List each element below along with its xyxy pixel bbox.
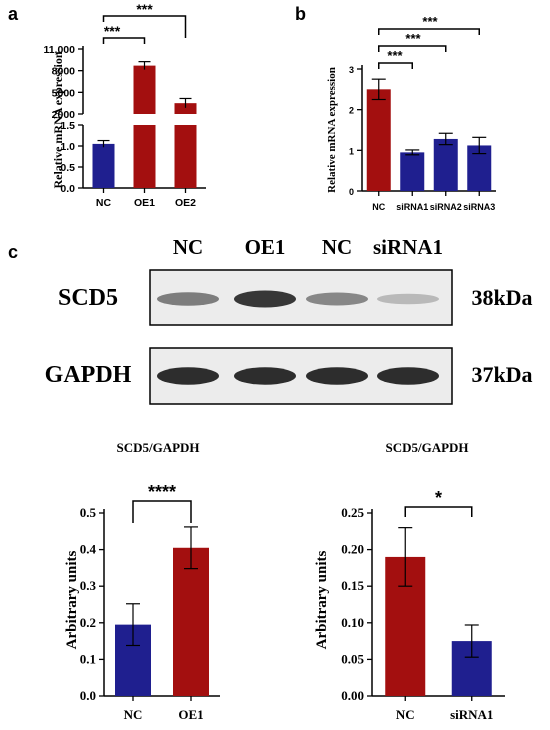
y-tick-label: 1.0 — [60, 141, 75, 153]
x-tick-label: NC — [372, 202, 385, 212]
lane-label-NC: NC — [322, 235, 352, 259]
y-tick-label: 1.5 — [60, 120, 75, 132]
y-tick-label: 0.15 — [341, 578, 364, 593]
x-tick-label: NC — [396, 707, 415, 722]
blot-row-label-SCD5: SCD5 — [58, 285, 118, 311]
western-blot: NC OE1 NC siRNA1 SCD5 38kDa GAPDH 37kDa — [45, 235, 533, 388]
bar-siRNA1 — [400, 152, 425, 191]
significance-stars: *** — [136, 1, 153, 17]
y-tick-label: 0.25 — [341, 505, 364, 520]
panel-label-a: a — [8, 4, 19, 24]
blot-size-label-SCD5: 38kDa — [471, 285, 532, 310]
bar-OE1-lower — [133, 125, 156, 188]
bar-OE2-lower — [174, 125, 197, 188]
panel-c-right-ylabel: Arbitrary units — [314, 550, 330, 649]
significance-bracket — [378, 45, 447, 52]
x-tick-label: siRNA1 — [396, 202, 428, 212]
significance-stars: *** — [422, 14, 438, 29]
significance-stars: *** — [387, 48, 403, 63]
x-tick-label: OE2 — [175, 197, 196, 209]
significance-stars: *** — [405, 31, 421, 46]
y-tick-label: 0.5 — [80, 505, 97, 520]
y-tick-label: 0.05 — [341, 651, 364, 666]
blot-size-label-GAPDH: 37kDa — [471, 362, 532, 387]
panel-c-left-ylabel: Arbitrary units — [64, 550, 80, 649]
y-tick-label: 0.2 — [80, 615, 96, 630]
x-tick-label: siRNA3 — [463, 202, 495, 212]
blot-band — [157, 292, 219, 306]
panel-c-left-title: SCD5/GAPDH — [116, 440, 199, 455]
blot-row-label-GAPDH: GAPDH — [45, 362, 132, 388]
blot-band — [306, 292, 368, 306]
bar-siRNA2 — [433, 138, 458, 191]
y-tick-label: 1 — [349, 146, 354, 156]
y-tick-label: 8000 — [52, 66, 76, 78]
y-tick-label: 0.4 — [80, 542, 97, 557]
panel-c-left-chart: 0.0 0.1 0.2 0.3 0.4 0.5 NC OE1 **** — [80, 482, 220, 722]
blot-band — [306, 367, 368, 385]
y-tick-label: 0.00 — [341, 688, 364, 703]
y-tick-label: 0.20 — [341, 542, 364, 557]
y-tick-label: 0.1 — [80, 651, 96, 666]
bar-NC — [92, 143, 115, 188]
y-tick-label: 0.5 — [60, 162, 75, 174]
bar-OE1-upper — [133, 65, 156, 114]
panel-c-right-title: SCD5/GAPDH — [385, 440, 468, 455]
significance-bracket — [102, 37, 146, 44]
blot-band — [377, 293, 439, 305]
blot-band — [377, 367, 439, 385]
bar-NC — [366, 89, 391, 191]
lane-label-siRNA1: siRNA1 — [373, 235, 443, 259]
panel-c-right-chart: 0.00 0.05 0.10 0.15 0.20 0.25 NC siRNA1 * — [341, 488, 505, 722]
y-tick-label: 0.10 — [341, 615, 364, 630]
y-tick-label: 2 — [349, 106, 354, 116]
significance-bracket — [132, 500, 192, 523]
significance-bracket — [378, 62, 413, 69]
blot-band — [157, 367, 219, 385]
lane-label-NC: NC — [173, 235, 203, 259]
significance-bracket — [102, 15, 187, 38]
lane-label-OE1: OE1 — [245, 235, 286, 259]
y-tick-label: 0.0 — [60, 183, 75, 195]
y-tick-label: 2000 — [52, 109, 76, 121]
y-tick-label: 3 — [349, 65, 354, 75]
y-tick-label: 0.3 — [80, 578, 97, 593]
y-tick-label: 0 — [349, 187, 354, 197]
blot-band — [234, 290, 296, 308]
panel-label-c: c — [8, 242, 18, 262]
significance-bracket — [378, 28, 480, 35]
x-tick-label: NC — [96, 197, 112, 209]
x-tick-label: OE1 — [134, 197, 155, 209]
blot-band — [234, 367, 296, 385]
significance-stars: *** — [104, 23, 121, 39]
y-tick-label: 0.0 — [80, 688, 96, 703]
bar-OE1 — [173, 547, 209, 696]
panel-b-ylabel: Relative mRNA expression — [326, 67, 338, 193]
y-tick-label: 5000 — [52, 87, 76, 99]
y-tick-label: 11,000 — [43, 44, 75, 56]
significance-stars: **** — [148, 482, 176, 502]
significance-bracket — [404, 506, 473, 517]
significance-stars: * — [435, 488, 442, 508]
bar-OE2-upper — [174, 103, 197, 114]
panel-label-b: b — [295, 4, 306, 24]
x-tick-label: OE1 — [178, 707, 203, 722]
x-tick-label: NC — [124, 707, 143, 722]
x-tick-label: siRNA2 — [430, 202, 462, 212]
panel-a-ylabel: Relative mRNA expression — [51, 51, 65, 188]
x-tick-label: siRNA1 — [450, 707, 493, 722]
